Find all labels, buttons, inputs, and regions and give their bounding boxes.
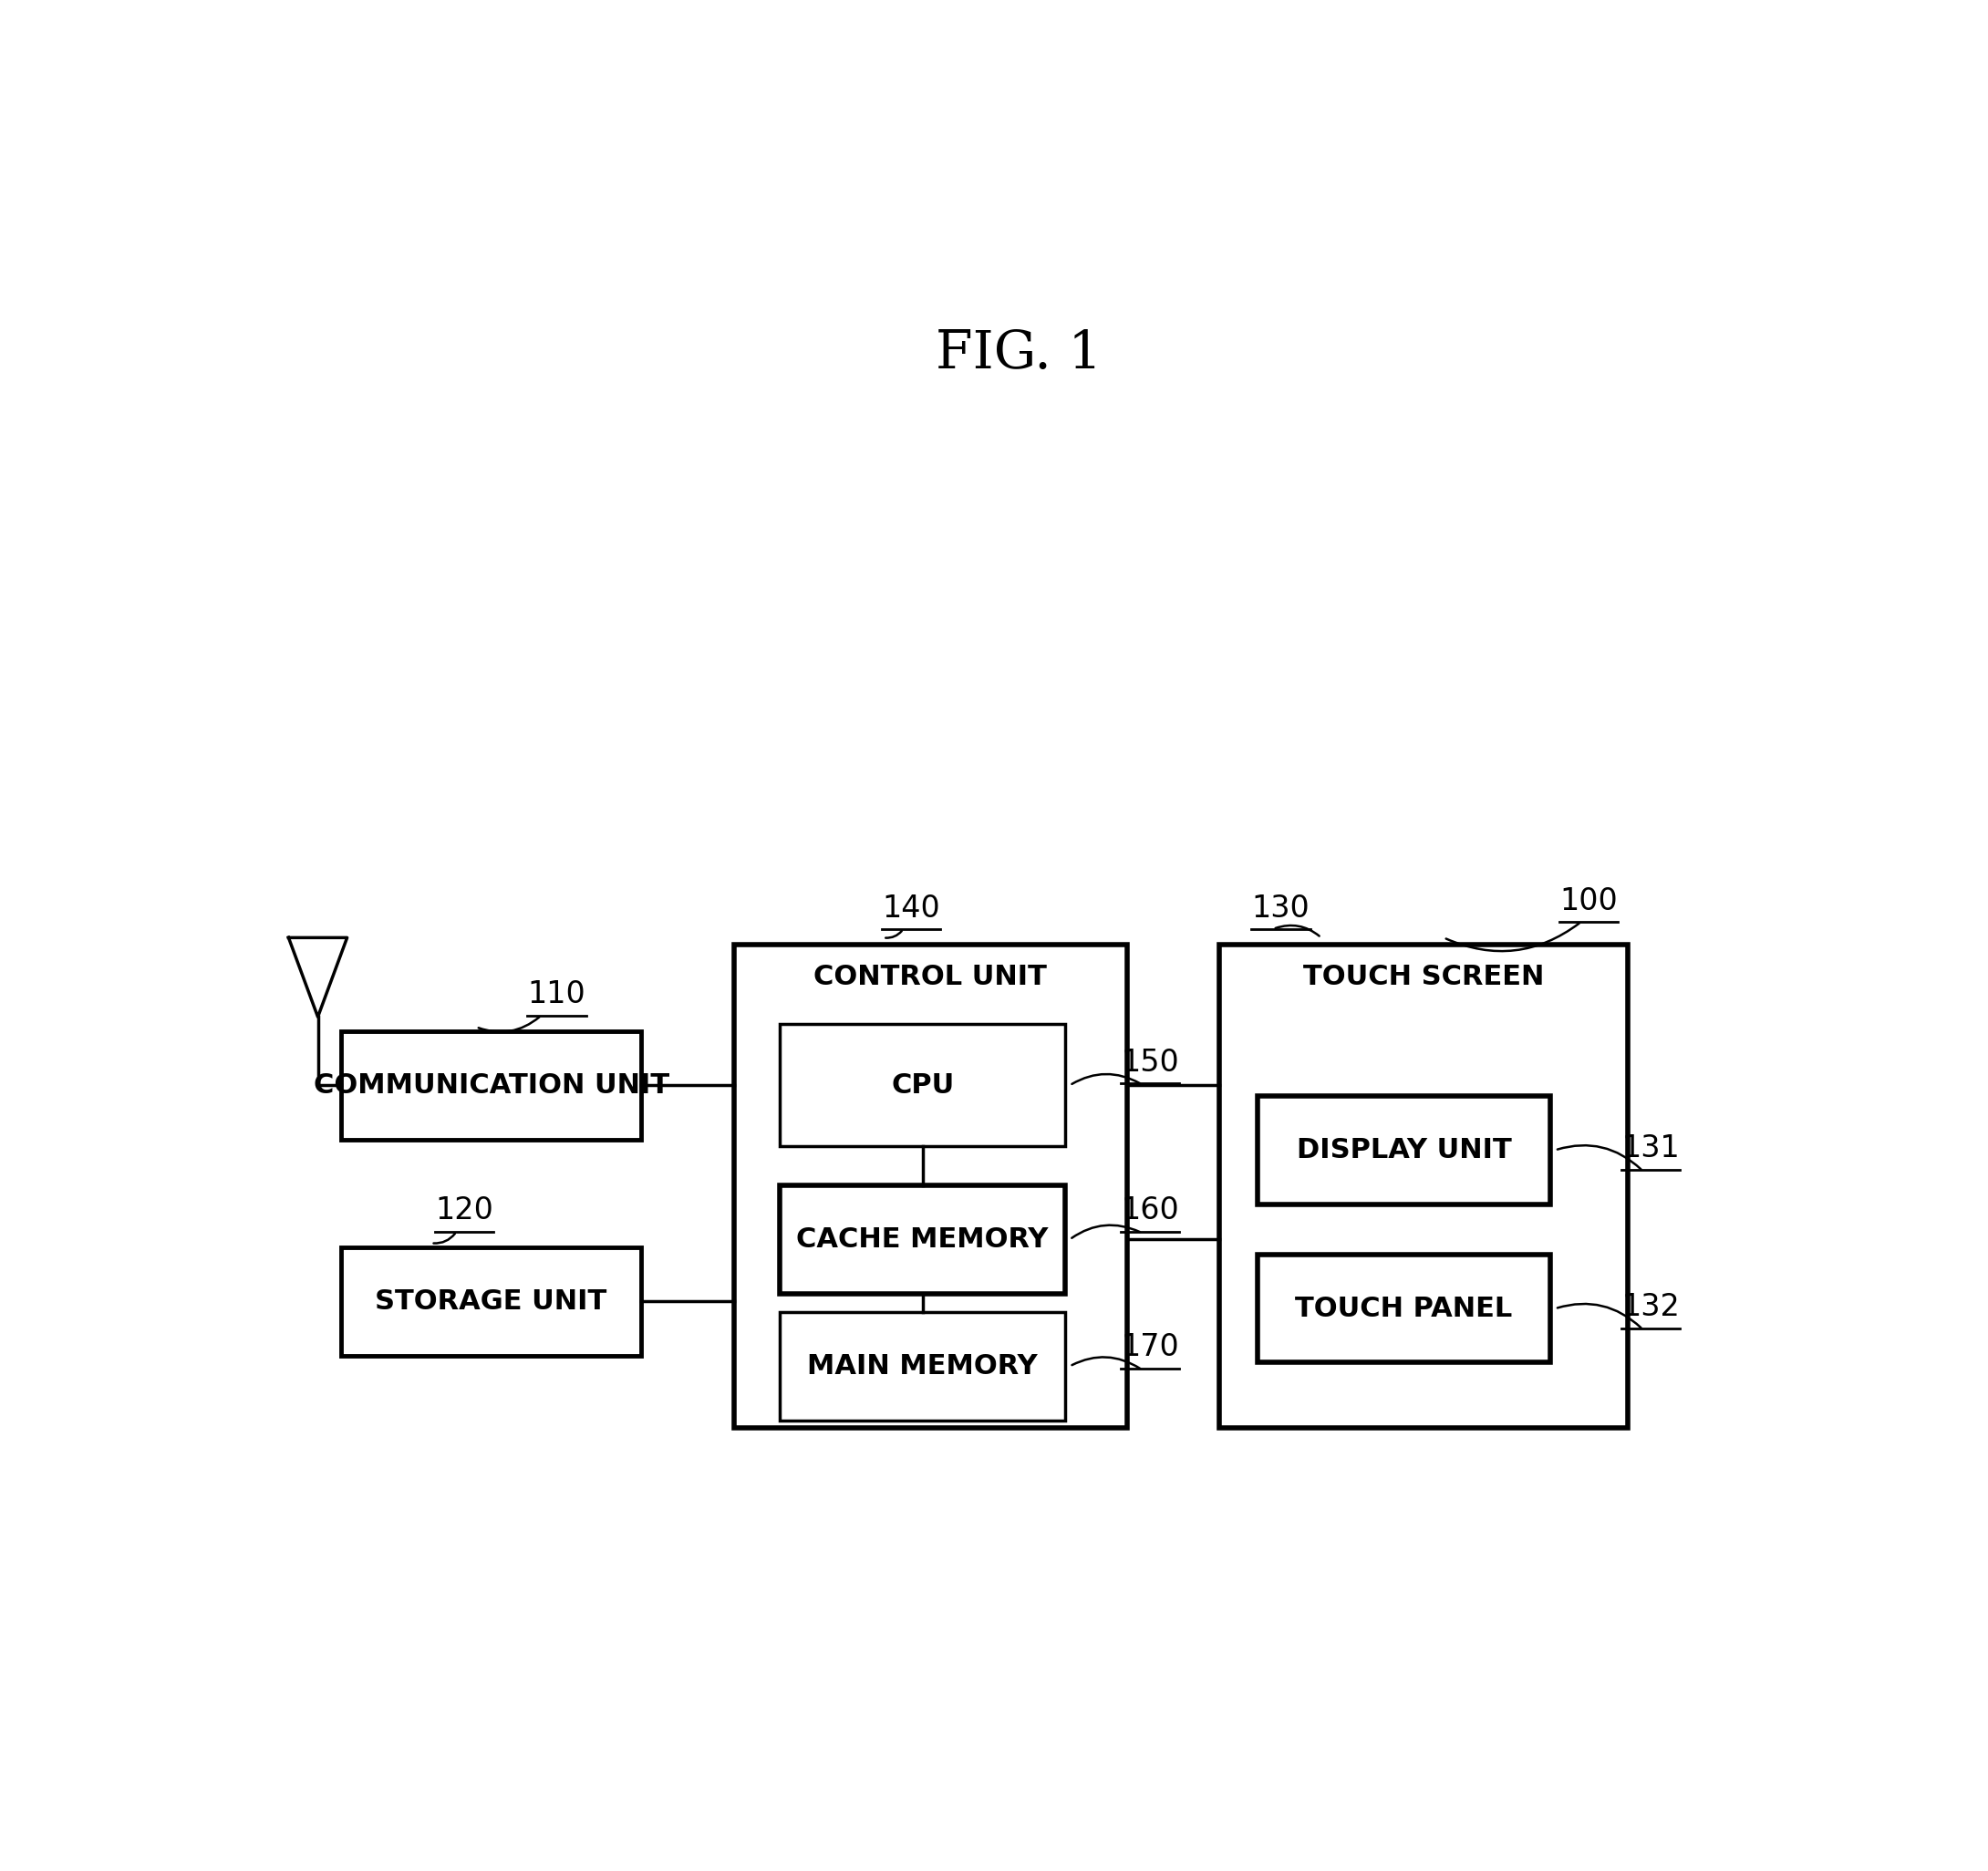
Text: CACHE MEMORY: CACHE MEMORY — [797, 1226, 1048, 1254]
Bar — [1258, 1255, 1551, 1362]
Bar — [1219, 945, 1628, 1428]
Bar — [779, 1186, 1066, 1293]
Text: 100: 100 — [1561, 887, 1618, 917]
Bar — [1258, 1096, 1551, 1205]
Text: 131: 131 — [1622, 1134, 1680, 1164]
Text: 130: 130 — [1252, 892, 1310, 922]
Text: CPU: CPU — [891, 1072, 954, 1098]
Bar — [779, 1023, 1066, 1147]
Text: CONTROL UNIT: CONTROL UNIT — [813, 964, 1048, 990]
Text: DISPLAY UNIT: DISPLAY UNIT — [1296, 1138, 1511, 1164]
Text: 140: 140 — [883, 892, 940, 922]
Bar — [342, 1248, 642, 1355]
Bar — [342, 1031, 642, 1139]
Text: 132: 132 — [1622, 1293, 1680, 1323]
Text: FIG. 1: FIG. 1 — [936, 329, 1101, 380]
Text: STORAGE UNIT: STORAGE UNIT — [376, 1289, 606, 1315]
Text: TOUCH SCREEN: TOUCH SCREEN — [1302, 964, 1545, 990]
Text: 110: 110 — [527, 980, 586, 1010]
Bar — [779, 1312, 1066, 1420]
Text: MAIN MEMORY: MAIN MEMORY — [807, 1353, 1038, 1379]
Text: 160: 160 — [1121, 1196, 1179, 1226]
Text: COMMUNICATION UNIT: COMMUNICATION UNIT — [314, 1072, 670, 1098]
Text: 150: 150 — [1121, 1048, 1179, 1078]
Bar — [734, 945, 1127, 1428]
Text: 120: 120 — [435, 1196, 493, 1226]
Text: 170: 170 — [1121, 1332, 1179, 1362]
Text: TOUCH PANEL: TOUCH PANEL — [1296, 1295, 1513, 1321]
